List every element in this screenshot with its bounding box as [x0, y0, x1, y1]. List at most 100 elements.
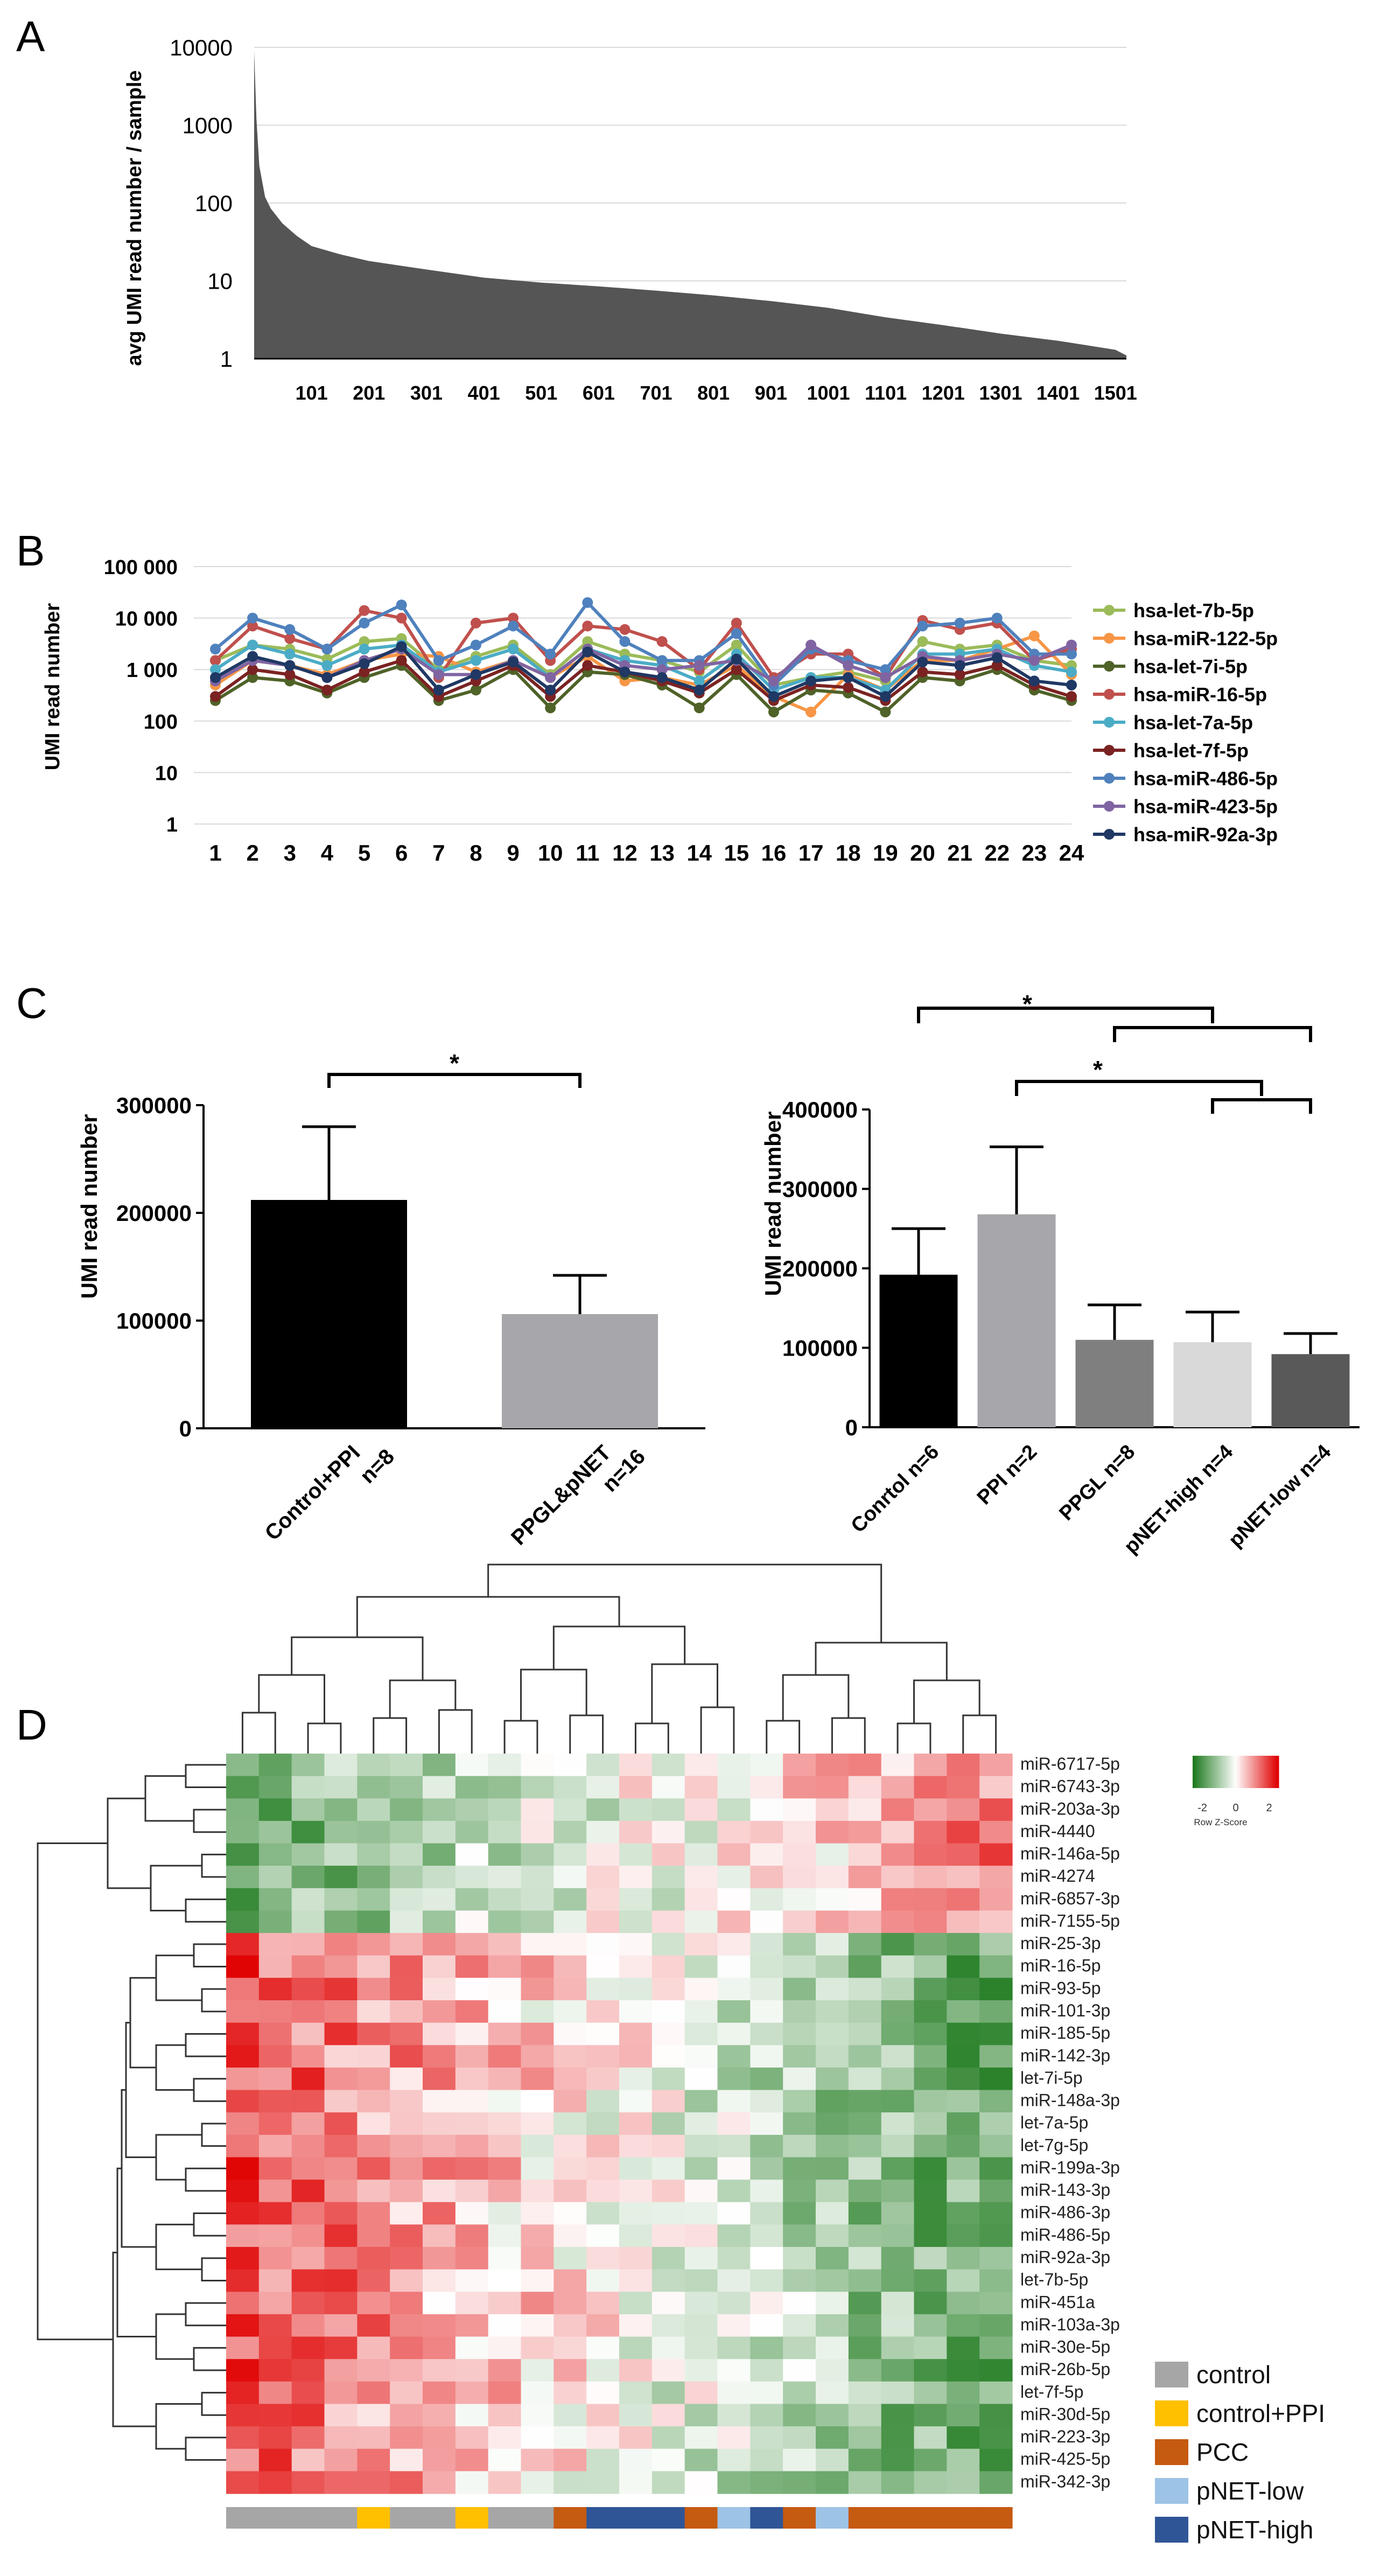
heatmap-cell [554, 2448, 587, 2472]
heatmap-cell [258, 2269, 292, 2292]
heatmap-cell [914, 2336, 947, 2359]
heatmap-cell [947, 1933, 980, 1956]
heatmap-cell [881, 2090, 915, 2113]
heatmap-cell [750, 2448, 783, 2472]
heatmap-cell [390, 2134, 423, 2158]
heatmap-cell [291, 1978, 325, 2001]
heatmap-cell [324, 1978, 358, 2001]
x-tick-label-line: n=8 [355, 1444, 399, 1488]
heatmap-cell [357, 1754, 390, 1777]
heatmap-cell [619, 2000, 653, 2023]
heatmap-cell [684, 2000, 718, 2023]
heatmap-cell [783, 1910, 816, 1933]
heatmap-cell [816, 1798, 849, 1821]
heatmap-cell [947, 2022, 980, 2046]
row-dendrogram-branch [155, 2134, 202, 2181]
panel-a-xtick-label: 1401 [1036, 382, 1080, 404]
heatmap-cell [619, 2134, 653, 2158]
panel-b-point [917, 620, 928, 632]
heatmap-cell [390, 2045, 423, 2068]
panel-b-point [768, 675, 779, 687]
heatmap-cell [816, 2404, 849, 2427]
heatmap-cell [848, 2292, 882, 2315]
heatmap-cell [750, 1798, 783, 1821]
heatmap-cell [258, 1978, 292, 2001]
heatmap-cell [324, 1798, 358, 1821]
heatmap-cell [324, 2426, 358, 2449]
row-dendrogram-branch [185, 1764, 226, 1788]
heatmap-cell [324, 2157, 358, 2180]
panel-b-point [656, 664, 668, 675]
heatmap-cell [258, 2067, 292, 2091]
heatmap-cell [226, 2090, 260, 2113]
heatmap-cell [947, 2247, 980, 2270]
heatmap-cell [258, 2134, 292, 2158]
heatmap-cell [881, 1754, 915, 1777]
heatmap-cell [914, 2067, 947, 2091]
heatmap-cell [914, 2359, 947, 2382]
column-group-cell [750, 2507, 783, 2529]
heatmap-cell [390, 2157, 423, 2180]
group-legend-swatch [1155, 2362, 1188, 2387]
heatmap-cell [881, 1910, 915, 1933]
x-tick-label: PPI n=2 [973, 1441, 1042, 1510]
heatmap-cell [914, 1978, 947, 2001]
heatmap-cell [521, 2292, 554, 2315]
heatmap-cell [979, 2292, 1013, 2315]
heatmap-cell [357, 2404, 390, 2427]
heatmap-cell [291, 2314, 325, 2337]
heatmap-row-label: miR-30e-5p [1020, 2337, 1110, 2357]
heatmap-cell [914, 2224, 947, 2247]
column-group-cell [324, 2507, 358, 2529]
heatmap-cell [881, 2000, 915, 2023]
heatmap-cell [357, 2000, 390, 2023]
heatmap-cell [291, 1798, 325, 1821]
heatmap-legend-title: Row Z-Score [1194, 1817, 1247, 1827]
color-key-segment [1277, 1756, 1279, 1788]
heatmap-cell [684, 1843, 718, 1866]
heatmap-cell [455, 1888, 489, 1911]
heatmap-cell [684, 2247, 718, 2270]
heatmap-cell [324, 2381, 358, 2405]
heatmap-cell [684, 2180, 718, 2203]
heatmap-cell [947, 2314, 980, 2337]
heatmap-cell [619, 2292, 653, 2315]
heatmap-cell [488, 1866, 522, 1889]
heatmap-cell [357, 1843, 390, 1866]
panel-c-right-ylabel: UMI read number [760, 1111, 786, 1296]
heatmap-cell [848, 2157, 882, 2180]
heatmap-cell [914, 1955, 947, 1978]
heatmap-cell [554, 2336, 587, 2359]
heatmap-cell [455, 2022, 489, 2046]
heatmap-cell [324, 1866, 358, 1889]
heatmap-cell [750, 2247, 783, 2270]
panel-b-point [359, 666, 370, 678]
heatmap-cell [750, 1978, 783, 2001]
panel-b-legend-label: hsa-let-7b-5p [1133, 599, 1254, 622]
heatmap-cell [390, 1776, 423, 1799]
row-dendrogram-branch [201, 2257, 226, 2281]
panel-b-point [545, 685, 556, 696]
column-dendrogram-branch [258, 1674, 325, 1723]
heatmap-cell [816, 1910, 849, 1933]
heatmap-cell [947, 1820, 980, 1844]
heatmap-cell [455, 2045, 489, 2068]
heatmap-cell [554, 1888, 587, 1911]
panel-b-point [321, 672, 333, 683]
column-group-cell [554, 2507, 587, 2529]
heatmap-row-label: miR-148a-3p [1020, 2091, 1120, 2110]
heatmap-cell [914, 1866, 947, 1889]
heatmap-cell [586, 2067, 620, 2091]
heatmap-cell [881, 1820, 915, 1844]
heatmap-cell [684, 2090, 718, 2113]
heatmap-cell [390, 2180, 423, 2203]
heatmap-cell [554, 2247, 587, 2270]
heatmap-cell [291, 2336, 325, 2359]
heatmap-cell [258, 2471, 292, 2494]
heatmap-cell [488, 1978, 522, 2001]
heatmap-row-label: miR-6743-3p [1020, 1777, 1120, 1796]
heatmap-cell [455, 2381, 489, 2405]
heatmap-cell [979, 1776, 1013, 1799]
column-dendrogram-branch [552, 1625, 686, 1670]
heatmap-cell [717, 1820, 751, 1844]
